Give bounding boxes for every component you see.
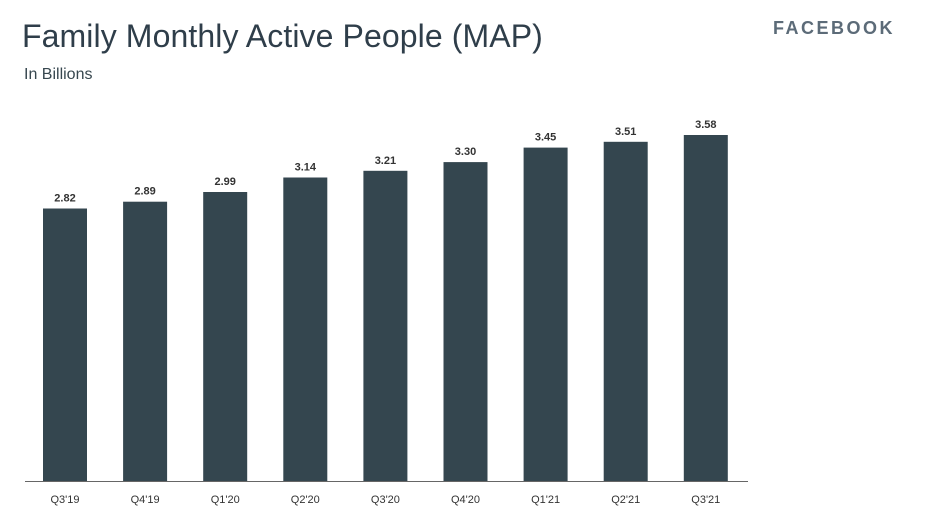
- bar-8: [683, 135, 728, 481]
- bar-5: [443, 162, 488, 481]
- x-tick-label-1: Q4'19: [131, 494, 160, 506]
- data-label-7: 3.51: [615, 126, 636, 138]
- chart-title: Family Monthly Active People (MAP): [22, 18, 543, 54]
- x-tick-label-8: Q3'21: [691, 494, 720, 506]
- bar-3: [283, 177, 328, 481]
- facebook-logo: FACEBOOK: [772, 18, 895, 38]
- bar-4: [363, 170, 408, 482]
- bar-6: [523, 147, 568, 481]
- x-tick-label-7: Q2'21: [611, 494, 640, 506]
- bar-1: [123, 201, 168, 481]
- data-label-2: 2.99: [214, 176, 235, 188]
- data-label-5: 3.30: [455, 146, 476, 158]
- chart-subtitle: In Billions: [24, 66, 93, 83]
- bar-7: [603, 141, 648, 482]
- data-label-6: 3.45: [535, 132, 556, 144]
- x-tick-label-2: Q1'20: [211, 494, 240, 506]
- x-tick-label-4: Q3'20: [371, 494, 400, 506]
- bar-0: [43, 208, 87, 481]
- data-label-3: 3.14: [295, 162, 317, 174]
- data-label-0: 2.82: [54, 193, 75, 205]
- bar-2: [203, 192, 248, 481]
- x-tick-label-6: Q1'21: [531, 494, 560, 506]
- data-label-4: 3.21: [375, 155, 396, 167]
- data-label-1: 2.89: [134, 186, 155, 198]
- x-tick-label-0: Q3'19: [50, 494, 79, 506]
- x-tick-label-3: Q2'20: [291, 494, 320, 506]
- data-label-8: 3.58: [695, 119, 716, 131]
- x-tick-label-5: Q4'20: [451, 494, 480, 506]
